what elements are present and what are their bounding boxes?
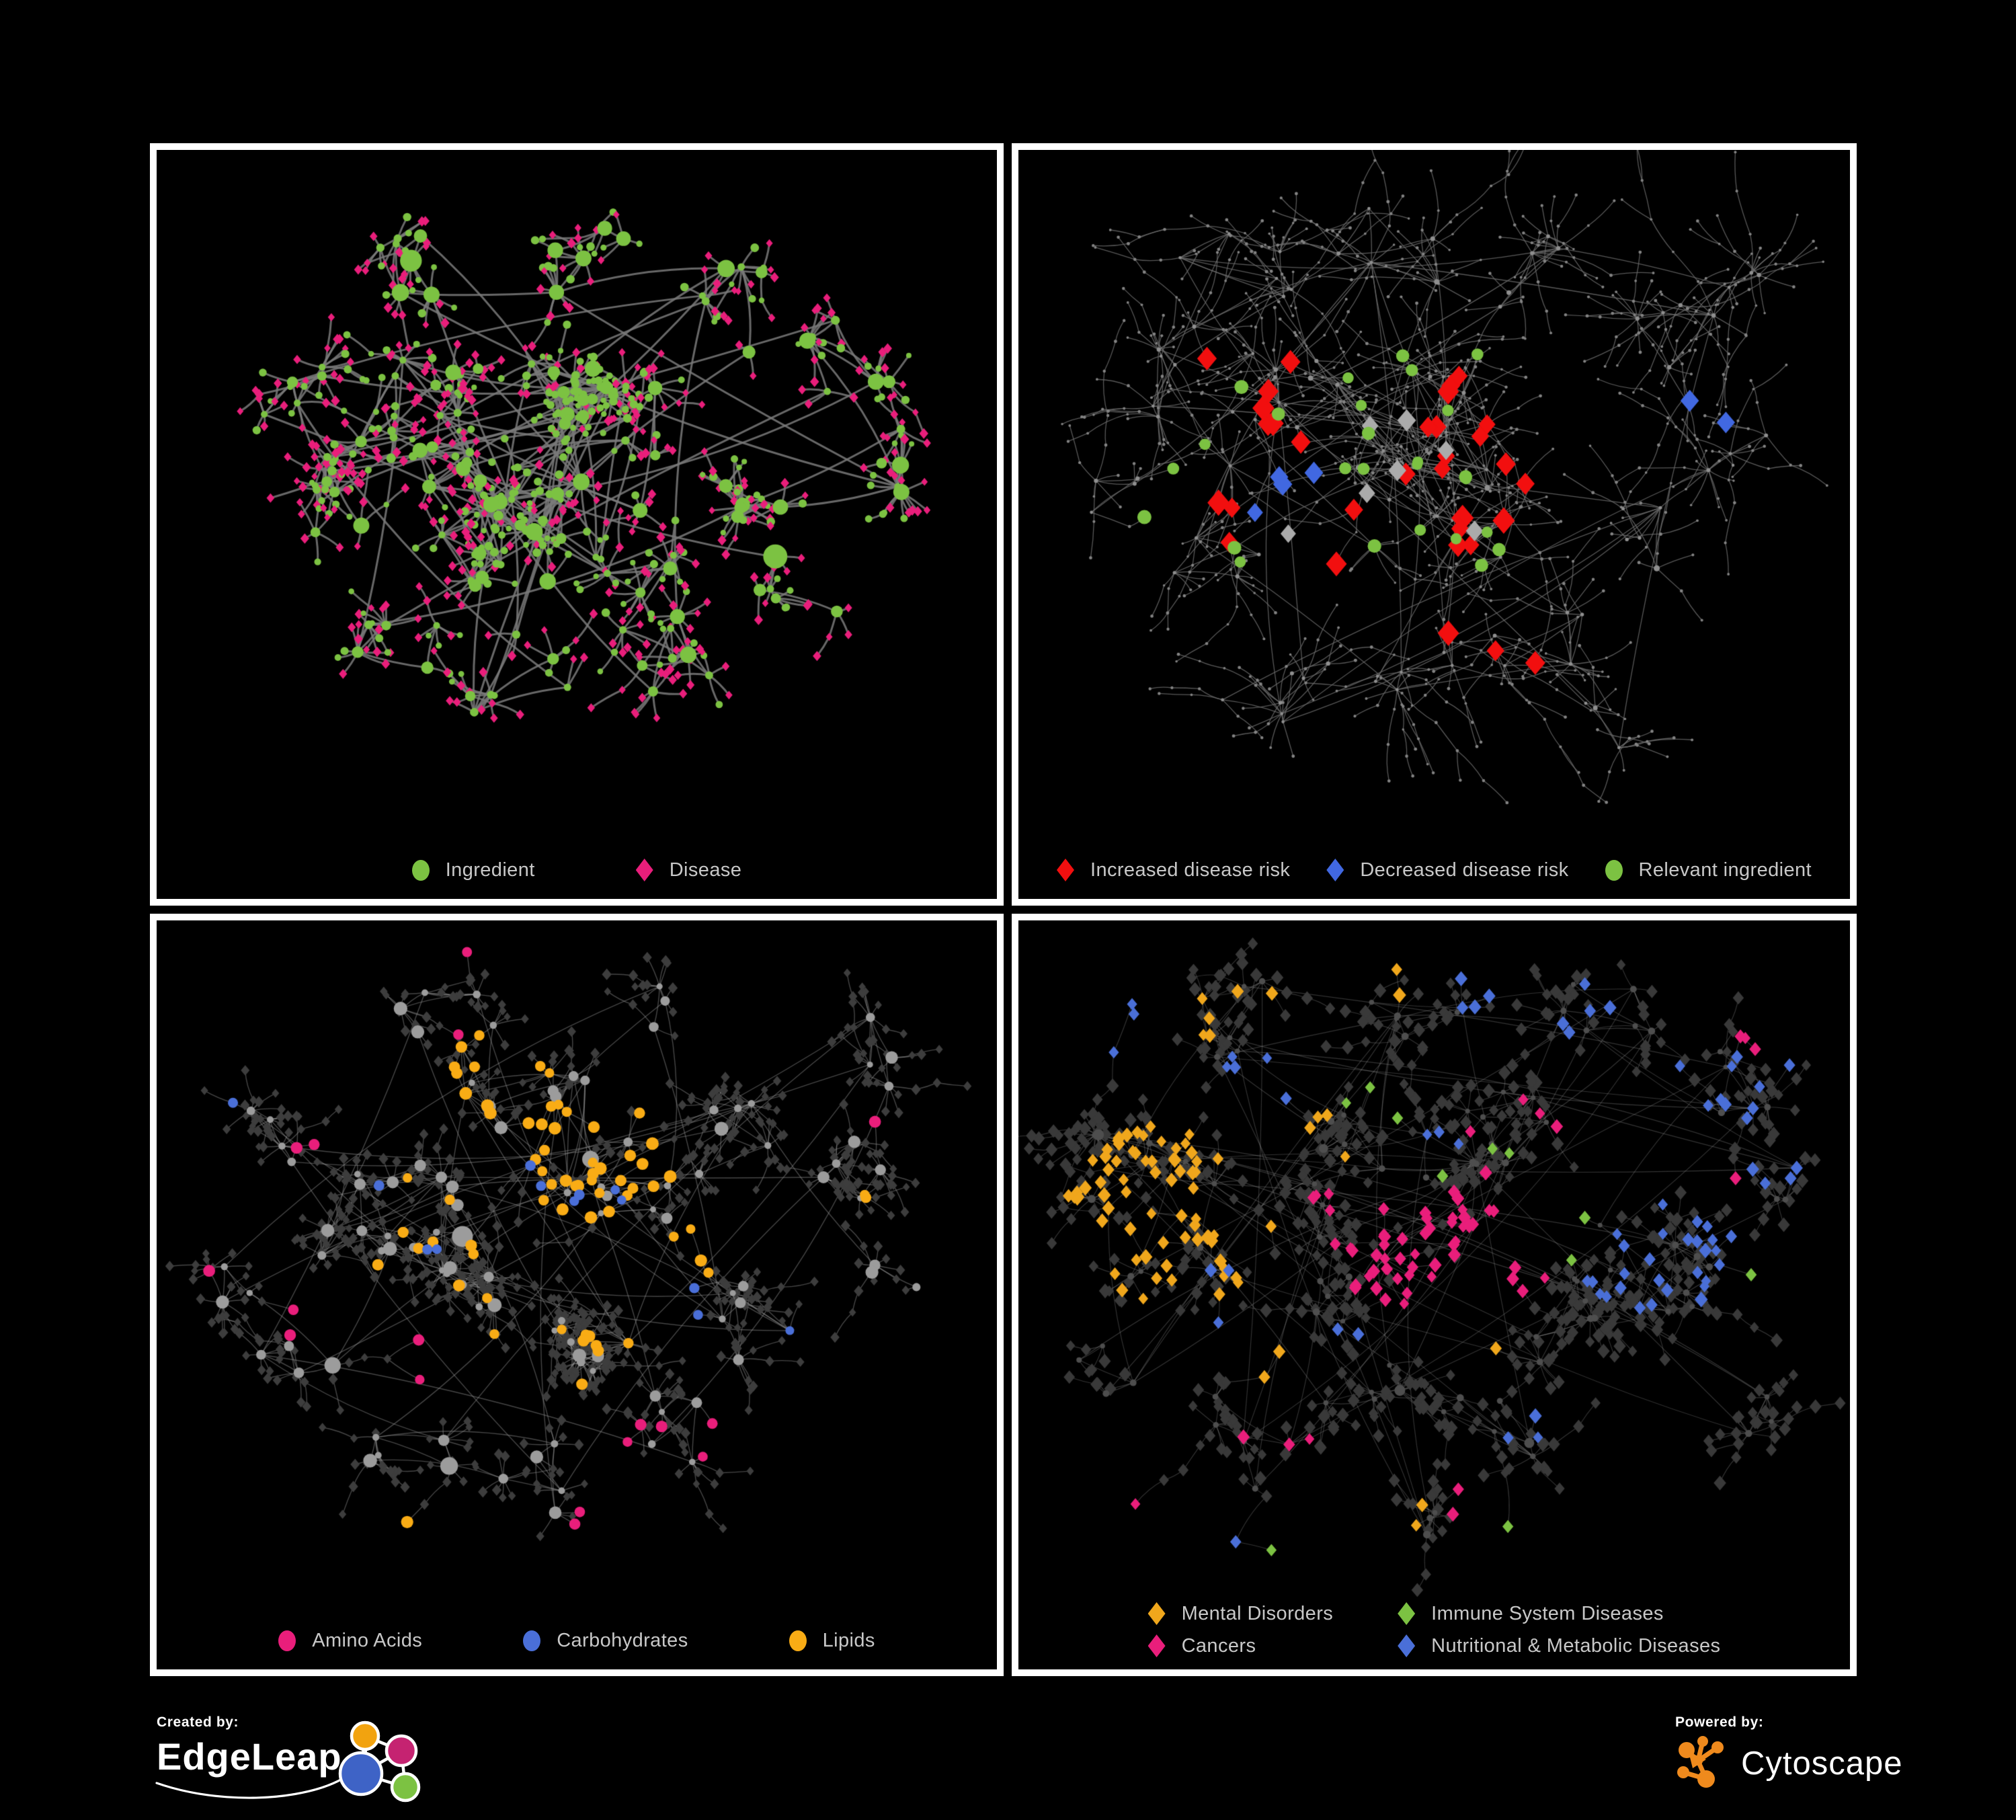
legend-item-mental-disorders: Mental Disorders	[1147, 1602, 1334, 1625]
legend-item-immune-system-diseases: Immune System Diseases	[1398, 1602, 1720, 1625]
legend-label-decreased-risk: Decreased disease risk	[1360, 859, 1569, 881]
legend-nutrient-classes: Amino Acids Carbohydrates Lipids	[157, 1630, 997, 1652]
cancers-diamond-swatch	[1147, 1634, 1166, 1657]
created-by-label: Created by:	[157, 1714, 239, 1730]
lipids-circle-swatch	[789, 1630, 807, 1651]
legend-item-ingredient: Ingredient	[411, 859, 535, 881]
increased-risk-diamond-swatch	[1056, 859, 1074, 881]
legend-label-nutritional-metabolic-diseases: Nutritional & Metabolic Diseases	[1431, 1634, 1721, 1657]
legend-label-carbohydrates: Carbohydrates	[557, 1630, 688, 1651]
legend-label-mental-disorders: Mental Disorders	[1181, 1602, 1334, 1624]
network-canvas-ingredient-disease	[157, 150, 997, 899]
legend-label-relevant-ingredient: Relevant ingredient	[1638, 859, 1812, 881]
legend-item-amino-acids: Amino Acids	[278, 1630, 422, 1652]
relevant-ingredient-circle-swatch	[1605, 859, 1623, 881]
legend-item-increased-risk: Increased disease risk	[1056, 859, 1291, 881]
network-canvas-disease-risk	[1018, 150, 1850, 899]
network-canvas-nutrient-classes	[157, 920, 997, 1669]
edgeleap-branding: Created by: EdgeLeap	[155, 1714, 426, 1809]
legend-item-lipids: Lipids	[789, 1630, 875, 1652]
legend-disease-risk: Increased disease risk Decreased disease…	[1018, 859, 1850, 881]
amino-acids-circle-swatch	[278, 1630, 296, 1651]
panel-disease-risk: Increased disease risk Decreased disease…	[1012, 143, 1857, 906]
cytoscape-logo-row: Cytoscape	[1675, 1735, 1958, 1792]
cytoscape-wordmark: Cytoscape	[1741, 1745, 1903, 1782]
cytoscape-branding: Powered by:	[1675, 1714, 1958, 1809]
nutritional-metabolic-diseases-diamond-swatch	[1398, 1634, 1416, 1657]
legend-item-disease: Disease	[635, 859, 742, 881]
carbohydrates-circle-swatch	[523, 1630, 541, 1651]
legend-ingredient-disease: Ingredient Disease	[157, 859, 997, 881]
mental-disorders-diamond-swatch	[1147, 1602, 1166, 1625]
disease-diamond-swatch	[635, 859, 653, 881]
edgeleap-wordmark: EdgeLeap	[157, 1735, 342, 1778]
network-canvas-disease-categories	[1018, 920, 1850, 1669]
panel-nutrient-classes: Amino Acids Carbohydrates Lipids	[150, 914, 1004, 1676]
legend-label-lipids: Lipids	[822, 1630, 875, 1651]
edgeleap-network-logo-icon	[338, 1720, 421, 1803]
legend-item-cancers: Cancers	[1147, 1634, 1334, 1657]
legend-disease-categories: Mental Disorders Immune System Diseases …	[1018, 1602, 1850, 1657]
legend-item-carbohydrates: Carbohydrates	[523, 1630, 688, 1652]
immune-system-diseases-diamond-swatch	[1398, 1602, 1416, 1625]
cytoscape-logo-icon	[1677, 1736, 1724, 1788]
ingredient-circle-swatch	[411, 859, 430, 881]
panel-ingredient-disease: Ingredient Disease	[150, 143, 1004, 906]
legend-item-nutritional-metabolic-diseases: Nutritional & Metabolic Diseases	[1398, 1634, 1720, 1657]
decreased-risk-diamond-swatch	[1326, 859, 1344, 881]
powered-by-label: Powered by:	[1675, 1714, 1764, 1730]
legend-label-amino-acids: Amino Acids	[312, 1630, 423, 1651]
legend-label-ingredient: Ingredient	[445, 859, 535, 881]
legend-item-decreased-risk: Decreased disease risk	[1326, 859, 1568, 881]
legend-item-relevant-ingredient: Relevant ingredient	[1605, 859, 1812, 881]
panel-disease-categories: Mental Disorders Immune System Diseases …	[1012, 914, 1857, 1676]
legend-label-cancers: Cancers	[1181, 1634, 1256, 1657]
legend-label-disease: Disease	[669, 859, 742, 881]
legend-label-immune-system-diseases: Immune System Diseases	[1431, 1602, 1664, 1624]
legend-label-increased-risk: Increased disease risk	[1090, 859, 1291, 881]
